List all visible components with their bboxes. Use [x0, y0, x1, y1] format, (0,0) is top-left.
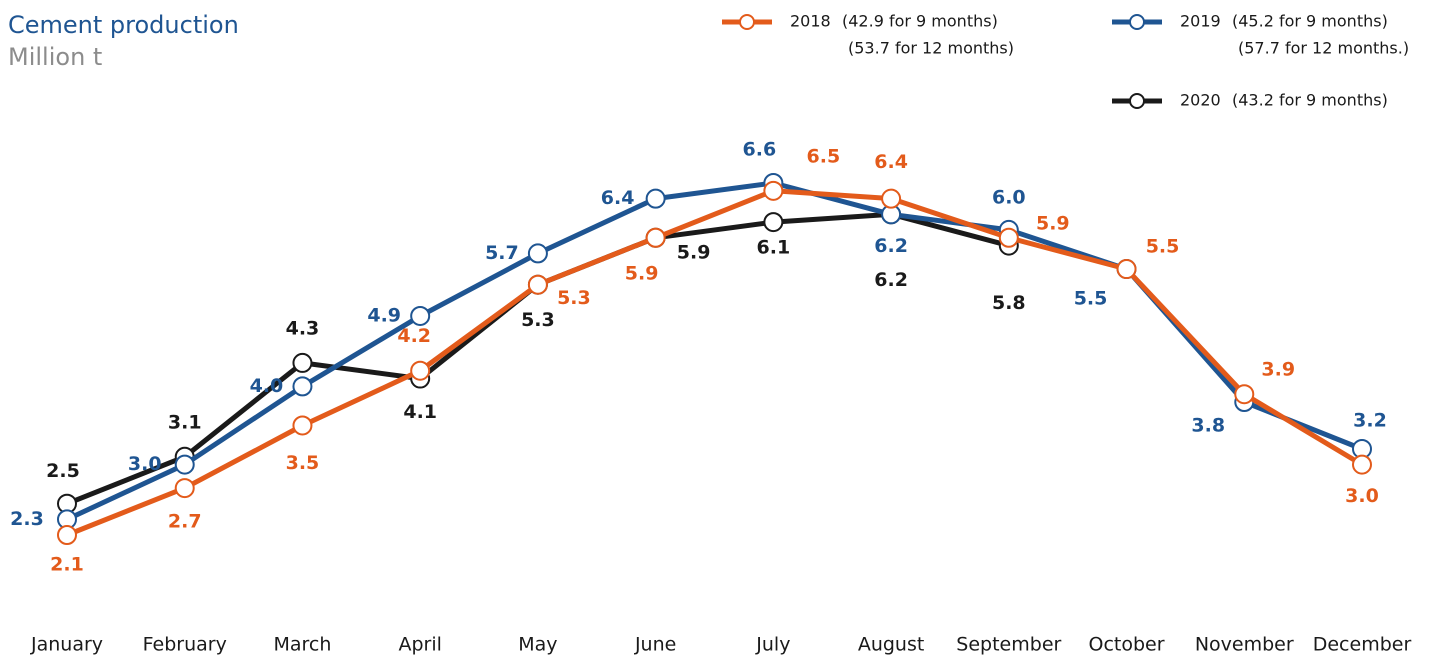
- x-tick-label: May: [518, 634, 557, 656]
- data-point: [763, 180, 784, 201]
- data-label: 3.5: [286, 452, 320, 474]
- legend-note: (53.7 for 12 months): [848, 39, 1014, 58]
- data-point: [763, 212, 784, 233]
- data-label: 2.7: [168, 511, 202, 533]
- data-point: [1352, 454, 1372, 475]
- x-tick-label: January: [30, 634, 103, 656]
- legend-note: (45.2 for 9 months): [1232, 12, 1388, 31]
- data-label: 3.9: [1261, 359, 1295, 381]
- data-label: 5.5: [1146, 236, 1180, 258]
- data-point: [645, 188, 666, 209]
- series-line: [65, 180, 1363, 522]
- data-label: 3.1: [168, 411, 202, 433]
- x-tick-label: December: [1313, 634, 1412, 656]
- legend-marker: [1129, 93, 1145, 109]
- x-tick-label: March: [273, 634, 331, 656]
- legend-note: (57.7 for 12 months.): [1238, 39, 1409, 58]
- x-tick-label: April: [398, 634, 441, 656]
- chart-title: Cement production: [8, 11, 239, 39]
- chart-subtitle: Million t: [8, 43, 102, 71]
- data-label: 5.5: [1074, 288, 1108, 310]
- data-label: 6.6: [743, 139, 777, 161]
- data-point: [645, 227, 666, 248]
- data-label: 6.2: [874, 235, 908, 257]
- legend-label: 2020: [1180, 91, 1221, 110]
- data-label: 6.4: [601, 187, 635, 209]
- data-point: [1234, 384, 1255, 405]
- x-tick-label: June: [634, 634, 676, 656]
- data-label: 4.0: [250, 375, 284, 397]
- data-label: 5.3: [521, 309, 555, 331]
- data-label: 4.1: [403, 401, 437, 423]
- data-point: [527, 243, 548, 264]
- data-point: [1116, 259, 1137, 280]
- data-label: 4.3: [286, 317, 320, 339]
- data-label: 6.0: [992, 186, 1026, 208]
- legend-label: 2018: [790, 12, 831, 31]
- data-label: 5.9: [1036, 212, 1070, 234]
- data-point: [174, 454, 195, 475]
- data-point: [410, 360, 431, 381]
- data-label: 6.4: [874, 151, 908, 173]
- data-label: 4.9: [367, 304, 401, 326]
- legend-marker: [1129, 14, 1145, 30]
- data-point: [881, 188, 902, 209]
- legend-note: (43.2 for 9 months): [1232, 91, 1388, 110]
- data-label: 5.9: [677, 241, 711, 263]
- data-label: 3.2: [1353, 409, 1387, 431]
- data-label: 2.1: [50, 554, 84, 576]
- x-tick-label: August: [858, 634, 925, 656]
- data-point: [292, 415, 313, 436]
- x-tick-label: July: [755, 634, 790, 656]
- data-point: [57, 525, 77, 545]
- legend-note: (42.9 for 9 months): [842, 12, 998, 31]
- legend-marker: [739, 14, 755, 30]
- data-point: [292, 376, 313, 397]
- data-point: [998, 227, 1019, 248]
- data-label: 2.5: [46, 460, 80, 482]
- x-tick-label: February: [143, 634, 227, 656]
- data-point: [527, 274, 548, 295]
- data-point: [292, 352, 313, 373]
- data-label: 3.0: [1345, 485, 1379, 507]
- x-tick-label: November: [1195, 634, 1294, 656]
- data-label: 6.2: [874, 269, 908, 291]
- x-tick-label: September: [956, 634, 1061, 656]
- data-label: 4.2: [397, 325, 431, 347]
- data-label: 5.8: [992, 292, 1026, 314]
- data-label: 6.1: [757, 237, 791, 259]
- x-tick-label: October: [1089, 634, 1165, 656]
- data-label: 2.3: [10, 508, 44, 530]
- data-label: 5.3: [557, 287, 591, 309]
- data-label: 3.0: [128, 453, 162, 475]
- data-label: 5.9: [625, 262, 659, 284]
- data-point: [174, 478, 195, 499]
- data-label: 3.8: [1191, 415, 1225, 437]
- data-label: 6.5: [807, 145, 841, 167]
- data-point: [410, 305, 431, 326]
- data-label: 5.7: [485, 242, 519, 264]
- series-line: [66, 188, 1364, 538]
- legend-label: 2019: [1180, 12, 1221, 31]
